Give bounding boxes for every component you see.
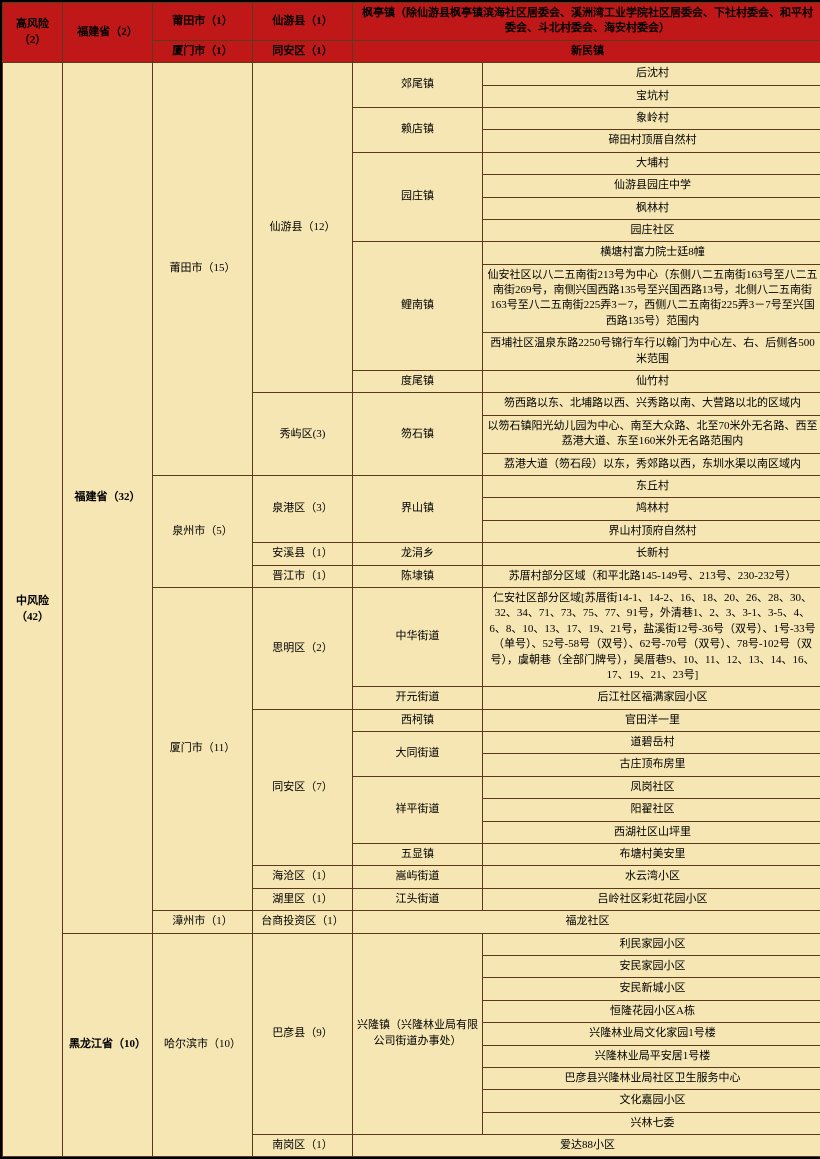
cell: 安民新城小区 — [483, 978, 820, 1000]
cell: 巴彦县兴隆林业局社区卫生服务中心 — [483, 1067, 820, 1089]
county: 思明区（2） — [253, 587, 353, 709]
cell: 后沈村 — [483, 63, 820, 85]
town: 郊尾镇 — [353, 63, 483, 108]
cell: 安民家园小区 — [483, 955, 820, 977]
cell: 东丘村 — [483, 475, 820, 497]
cell: 兴隆林业局文化家园1号楼 — [483, 1023, 820, 1045]
cell: 仁安社区部分区域[苏厝街14-1、14-2、16、18、20、26、28、30、… — [483, 587, 820, 686]
county: 湖里区（1） — [253, 888, 353, 910]
cell: 厦门市（1） — [153, 40, 253, 62]
county: 南岗区（1） — [253, 1135, 353, 1157]
cell: 福龙社区 — [353, 911, 820, 933]
cell: 仙安社区以八二五南街213号为中心（东侧八二五南街163号至八二五南街269号，… — [483, 264, 820, 333]
cell: 荔港大道（笏石段）以东，秀郊路以西，东圳水渠以南区域内 — [483, 453, 820, 475]
xiuyu-label: 秀屿区(3) — [253, 393, 353, 476]
cell: 道碧岳村 — [483, 732, 820, 754]
cell: 爱达88小区 — [353, 1135, 820, 1157]
town: 嵩屿街道 — [353, 866, 483, 888]
table-row: 中风险（42） 福建省（32） 莆田市（15） 仙游县（12） 郊尾镇 后沈村 — [3, 63, 820, 85]
cell: 仙竹村 — [483, 371, 820, 393]
town: 赖店镇 — [353, 107, 483, 152]
high-risk-label: 高风险（2） — [3, 3, 63, 63]
town: 度尾镇 — [353, 371, 483, 393]
cell: 仙游县（1） — [253, 3, 353, 41]
cell: 笏西路以东、北埔路以西、兴秀路以南、大营路以北的区域内 — [483, 393, 820, 415]
county: 同安区（7） — [253, 709, 353, 866]
harbin-label: 哈尔滨市（10） — [153, 933, 253, 1157]
high-risk-province: 福建省（2） — [63, 3, 153, 63]
cell: 象岭村 — [483, 107, 820, 129]
cell: 同安区（1） — [253, 40, 353, 62]
town: 五显镇 — [353, 844, 483, 866]
cell: 苏厝村部分区域（和平北路145-149号、213号、230-232号） — [483, 565, 820, 587]
xiamen-label: 厦门市（11） — [153, 587, 253, 910]
cell: 仙游县园庄中学 — [483, 175, 820, 197]
county: 安溪县（1） — [253, 543, 353, 565]
town: 龙涓乡 — [353, 543, 483, 565]
mid-risk-label: 中风险（42） — [3, 63, 63, 1157]
cell: 新民镇 — [353, 40, 820, 62]
heilongjiang-label: 黑龙江省（10） — [63, 933, 153, 1157]
cell: 园庄社区 — [483, 219, 820, 241]
risk-table: 高风险（2） 福建省（2） 莆田市（1） 仙游县（1） 枫亭镇（除仙游县枫亭镇滨… — [2, 2, 820, 1157]
town: 开元街道 — [353, 687, 483, 709]
cell: 界山村顶府自然村 — [483, 520, 820, 542]
county: 台商投资区（1） — [253, 911, 353, 933]
cell: 水云湾小区 — [483, 866, 820, 888]
cell: 阳翟社区 — [483, 799, 820, 821]
cell: 莆田市（1） — [153, 3, 253, 41]
town: 陈埭镇 — [353, 565, 483, 587]
zhangzhou-label: 漳州市（1） — [153, 911, 253, 933]
risk-table-container: 高风险（2） 福建省（2） 莆田市（1） 仙游县（1） 枫亭镇（除仙游县枫亭镇滨… — [0, 0, 820, 1159]
cell: 吕岭社区彩虹花园小区 — [483, 888, 820, 910]
high-risk-row: 高风险（2） 福建省（2） 莆田市（1） 仙游县（1） 枫亭镇（除仙游县枫亭镇滨… — [3, 3, 820, 41]
cell: 以笏石镇阳光幼儿园为中心、南至大众路、北至70米外无名路、西至荔港大道、东至16… — [483, 415, 820, 453]
cell: 大埔村 — [483, 152, 820, 174]
town: 鲤南镇 — [353, 242, 483, 371]
county: 海沧区（1） — [253, 866, 353, 888]
cell: 兴林七委 — [483, 1112, 820, 1134]
cell: 恒隆花园小区A栋 — [483, 1000, 820, 1022]
cell: 后江社区福满家园小区 — [483, 687, 820, 709]
cell: 枫林村 — [483, 197, 820, 219]
cell: 横塘村富力院士廷8幢 — [483, 242, 820, 264]
putian-label: 莆田市（15） — [153, 63, 253, 476]
cell: 宝坑村 — [483, 85, 820, 107]
cell: 凤岗社区 — [483, 776, 820, 798]
town: 兴隆镇（兴隆林业局有限公司街道办事处） — [353, 933, 483, 1135]
town: 中华街道 — [353, 587, 483, 686]
cell: 碲田村顶厝自然村 — [483, 130, 820, 152]
cell: 兴隆林业局平安居1号楼 — [483, 1045, 820, 1067]
cell: 西埔社区温泉东路2250号锦行车行以翰门为中心左、右、后侧各500米范围 — [483, 333, 820, 371]
town: 园庄镇 — [353, 152, 483, 242]
quanzhou-label: 泉州市（5） — [153, 475, 253, 587]
town: 祥平街道 — [353, 776, 483, 843]
town: 江头街道 — [353, 888, 483, 910]
cell: 布塘村美安里 — [483, 844, 820, 866]
cell: 鸠林村 — [483, 498, 820, 520]
cell: 官田洋一里 — [483, 709, 820, 731]
cell: 长新村 — [483, 543, 820, 565]
cell: 枫亭镇（除仙游县枫亭镇滨海社区居委会、溪洲湾工业学院社区居委会、下社村委会、和平… — [353, 3, 820, 41]
cell: 文化嘉园小区 — [483, 1090, 820, 1112]
county: 晋江市（1） — [253, 565, 353, 587]
cell: 西湖社区山坪里 — [483, 821, 820, 843]
fujian-label: 福建省（32） — [63, 63, 153, 933]
county: 泉港区（3） — [253, 475, 353, 542]
town: 大同街道 — [353, 732, 483, 777]
cell: 古庄顶布房里 — [483, 754, 820, 776]
county: 巴彦县（9） — [253, 933, 353, 1135]
xianyou-label: 仙游县（12） — [253, 63, 353, 393]
table-row: 黑龙江省（10） 哈尔滨市（10） 巴彦县（9） 兴隆镇（兴隆林业局有限公司街道… — [3, 933, 820, 955]
town: 西柯镇 — [353, 709, 483, 731]
cell: 利民家园小区 — [483, 933, 820, 955]
town: 界山镇 — [353, 475, 483, 542]
town: 笏石镇 — [353, 393, 483, 476]
